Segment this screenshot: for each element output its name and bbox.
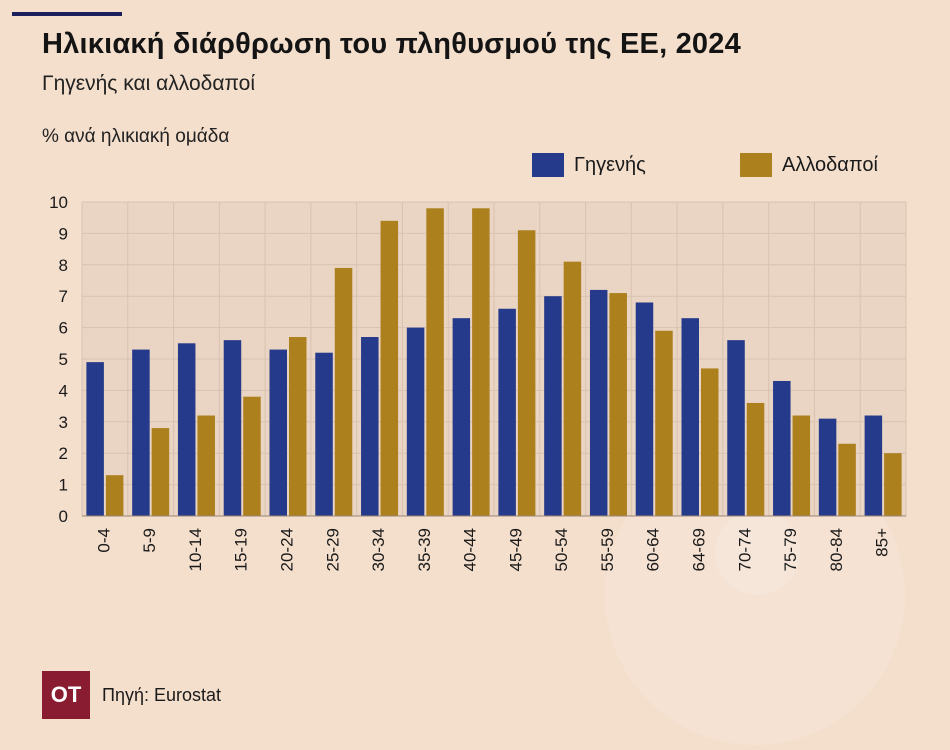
x-tick-label: 10-14	[186, 528, 205, 571]
x-tick-label: 85+	[873, 528, 892, 557]
bar-foreign	[289, 337, 307, 516]
chart-title: Ηλικιακή διάρθρωση του πληθυσμού της ΕΕ,…	[42, 28, 741, 60]
y-tick-label: 5	[59, 350, 68, 369]
x-tick-label: 80-84	[827, 528, 846, 571]
bar-foreign	[701, 368, 719, 516]
bar-foreign	[151, 428, 170, 516]
decorative-circle-small	[715, 510, 800, 595]
bar-native	[864, 415, 883, 516]
legend-label-native: Γηγενής	[574, 153, 646, 176]
x-tick-label: 5-9	[140, 528, 159, 553]
x-tick-label: 40-44	[461, 528, 480, 571]
bar-foreign	[563, 261, 582, 516]
bar-foreign	[472, 208, 490, 516]
legend-swatch-foreign	[740, 153, 772, 177]
x-tick-label: 0-4	[94, 528, 113, 553]
bar-foreign	[105, 475, 124, 516]
y-tick-label: 1	[59, 476, 68, 495]
y-tick-label: 6	[59, 319, 68, 338]
y-tick-label: 9	[59, 224, 68, 243]
brand-logo: OT	[42, 671, 90, 719]
bar-foreign	[655, 330, 673, 516]
x-tick-label: 75-79	[781, 528, 800, 571]
bar-foreign	[746, 402, 765, 516]
y-tick-label: 10	[49, 193, 68, 212]
x-tick-label: 30-34	[369, 528, 388, 571]
source-text: Πηγή: Eurostat	[102, 685, 222, 705]
bar-foreign	[517, 230, 536, 516]
bar-foreign	[380, 220, 399, 516]
bar-native	[406, 327, 425, 516]
y-tick-label: 4	[59, 381, 68, 400]
bar-native	[589, 289, 608, 516]
bar-foreign	[884, 453, 902, 516]
bar-foreign	[792, 415, 811, 516]
legend-label-foreign: Αλλοδαποί	[782, 153, 878, 176]
bar-foreign	[838, 443, 856, 516]
bar-foreign	[197, 415, 215, 516]
bar-native	[452, 318, 471, 516]
y-tick-label: 3	[59, 413, 68, 432]
bar-foreign	[426, 208, 444, 516]
x-tick-label: 25-29	[323, 528, 342, 571]
y-tick-label: 2	[59, 444, 68, 463]
bar-foreign	[609, 293, 627, 516]
x-tick-label: 35-39	[415, 528, 434, 571]
bar-native	[635, 302, 654, 516]
chart-subtitle: Γηγενής και αλλοδαποί	[42, 72, 255, 95]
bar-native	[681, 318, 699, 516]
x-tick-label: 20-24	[278, 528, 297, 571]
bar-native	[773, 380, 791, 516]
x-tick-label: 50-54	[552, 528, 571, 571]
legend-swatch-native	[532, 153, 564, 177]
bar-native	[818, 418, 837, 516]
bar-native	[315, 352, 333, 516]
x-tick-label: 70-74	[735, 528, 754, 571]
bar-native	[269, 349, 287, 516]
bar-native	[223, 340, 242, 516]
bar-native	[544, 296, 562, 516]
bar-native	[727, 340, 745, 516]
y-tick-label: 8	[59, 256, 68, 275]
bar-native	[86, 362, 104, 516]
bar-native	[498, 308, 516, 516]
unit-label: % ανά ηλικιακή ομάδα	[42, 126, 230, 147]
bar-foreign	[243, 396, 261, 516]
y-tick-label: 0	[59, 507, 68, 526]
bar-chart: 0 1 2 3 4 5 6 7 8 9 10 0-4 5-9 10-14 15-19 20-24 25-29 30…	[49, 193, 907, 571]
x-tick-label: 15-19	[232, 528, 251, 571]
bar-native	[361, 337, 379, 516]
x-tick-label: 45-49	[506, 528, 525, 571]
accent-line	[12, 12, 122, 16]
x-tick-label: 64-69	[690, 528, 709, 571]
x-tick-label: 60-64	[644, 528, 663, 571]
legend-item-foreign: Αλλοδαποί	[740, 153, 878, 177]
x-tick-label: 55-59	[598, 528, 617, 571]
y-tick-label: 7	[59, 287, 68, 306]
legend-item-native: Γηγενής	[532, 153, 646, 177]
bar-native	[132, 349, 150, 516]
bar-foreign	[334, 267, 353, 516]
bar-native	[177, 343, 196, 516]
